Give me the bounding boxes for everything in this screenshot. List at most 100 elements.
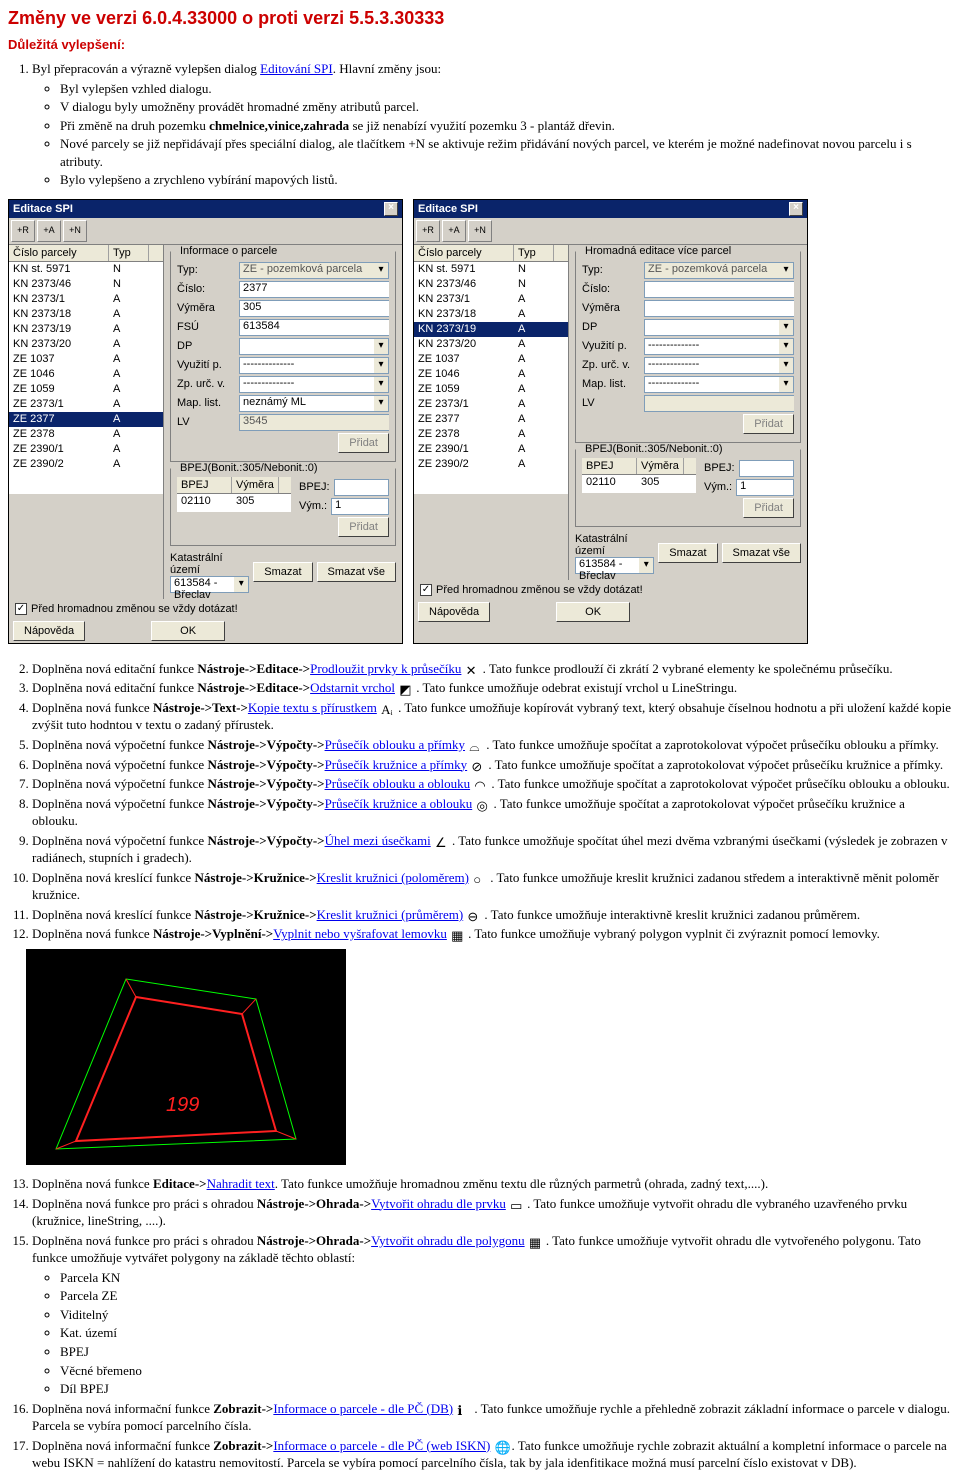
link-edit-spi[interactable]: Editování SPI bbox=[260, 61, 333, 76]
table-row[interactable]: ZE 1037A bbox=[414, 352, 568, 367]
table-row[interactable]: ZE 2390/2A bbox=[414, 457, 568, 472]
field-input[interactable] bbox=[644, 300, 794, 317]
field-input[interactable]: -------------- bbox=[644, 338, 779, 355]
napoveda-button[interactable]: Nápověda bbox=[13, 621, 85, 641]
chevron-down-icon[interactable]: ▾ bbox=[639, 557, 654, 574]
link[interactable]: Prodloužit prvky k průsečíku bbox=[310, 661, 461, 676]
field-input[interactable] bbox=[644, 319, 779, 336]
table-row[interactable]: KN st. 5971N bbox=[414, 262, 568, 277]
checkbox[interactable]: ✓ bbox=[15, 603, 27, 615]
toolbar-btn-r[interactable]: +R bbox=[416, 220, 440, 242]
chevron-down-icon[interactable]: ▾ bbox=[374, 262, 389, 279]
pridat-bpej-button[interactable]: Přidat bbox=[743, 498, 794, 518]
close-icon[interactable]: × bbox=[789, 202, 803, 216]
chevron-down-icon[interactable]: ▾ bbox=[779, 319, 794, 336]
chevron-down-icon[interactable]: ▾ bbox=[374, 376, 389, 393]
ok-button[interactable]: OK bbox=[151, 621, 225, 641]
link[interactable]: Kreslit kružnici (poloměrem) bbox=[317, 870, 469, 885]
napoveda-button[interactable]: Nápověda bbox=[418, 602, 490, 622]
bpej-input[interactable] bbox=[739, 460, 794, 477]
table-row[interactable]: ZE 2390/2A bbox=[9, 457, 163, 472]
table-row[interactable]: KN 2373/18A bbox=[414, 307, 568, 322]
field-input[interactable]: -------------- bbox=[644, 357, 779, 374]
toolbar-btn-n[interactable]: +N bbox=[63, 220, 87, 242]
ku-combo[interactable]: 613584 - Břeclav bbox=[170, 576, 234, 593]
smazat-vse-button[interactable]: Smazat vše bbox=[317, 562, 396, 582]
toolbar-btn-a[interactable]: +A bbox=[37, 220, 61, 242]
chevron-down-icon[interactable]: ▾ bbox=[779, 376, 794, 393]
pridat-button[interactable]: Přidat bbox=[743, 414, 794, 434]
chevron-down-icon[interactable]: ▾ bbox=[374, 357, 389, 374]
chevron-down-icon[interactable]: ▾ bbox=[234, 576, 249, 593]
link[interactable]: Vytvořit ohradu dle prvku bbox=[371, 1196, 506, 1211]
vym-input[interactable]: 1 bbox=[331, 498, 389, 515]
field-input[interactable] bbox=[239, 338, 374, 355]
table-row[interactable]: ZE 1037A bbox=[9, 352, 163, 367]
link[interactable]: Vytvořit ohradu dle polygonu bbox=[371, 1233, 524, 1248]
table-row[interactable]: ZE 2378A bbox=[414, 427, 568, 442]
table-row[interactable]: ZE 1059A bbox=[9, 382, 163, 397]
link[interactable]: Nahradit text bbox=[207, 1176, 275, 1191]
table-row[interactable]: KN 2373/20A bbox=[9, 337, 163, 352]
table-row[interactable]: KN 2373/19A bbox=[9, 322, 163, 337]
table-row[interactable]: ZE 1046A bbox=[9, 367, 163, 382]
parcel-list[interactable]: KN st. 5971NKN 2373/46NKN 2373/1AKN 2373… bbox=[414, 262, 568, 494]
table-row[interactable]: ZE 2378A bbox=[9, 427, 163, 442]
chevron-down-icon[interactable]: ▾ bbox=[779, 338, 794, 355]
toolbar-btn-n[interactable]: +N bbox=[468, 220, 492, 242]
link[interactable]: Průsečík kružnice a oblouku bbox=[325, 796, 473, 811]
field-input[interactable]: 613584 bbox=[239, 319, 389, 336]
field-input[interactable] bbox=[644, 281, 794, 298]
table-row[interactable]: ZE 2377A bbox=[414, 412, 568, 427]
chevron-down-icon[interactable]: ▾ bbox=[779, 357, 794, 374]
field-input[interactable]: 2377 bbox=[239, 281, 389, 298]
link[interactable]: Průsečík oblouku a oblouku bbox=[325, 776, 471, 791]
chevron-down-icon[interactable]: ▾ bbox=[374, 395, 389, 412]
parcel-list[interactable]: KN st. 5971NKN 2373/46NKN 2373/1AKN 2373… bbox=[9, 262, 163, 494]
table-row[interactable]: KN 2373/1A bbox=[9, 292, 163, 307]
close-icon[interactable]: × bbox=[384, 202, 398, 216]
bpej-input[interactable] bbox=[334, 479, 389, 496]
link[interactable]: Kopie textu s přírustkem bbox=[248, 700, 377, 715]
chevron-down-icon[interactable]: ▾ bbox=[779, 262, 794, 279]
toolbar-btn-r[interactable]: +R bbox=[11, 220, 35, 242]
link[interactable]: Průsečík kružnice a přímky bbox=[325, 757, 468, 772]
smazat-button[interactable]: Smazat bbox=[658, 543, 717, 563]
smazat-button[interactable]: Smazat bbox=[253, 562, 312, 582]
vym-input[interactable]: 1 bbox=[736, 479, 794, 496]
field-input[interactable]: 305 bbox=[239, 300, 389, 317]
toolbar-btn-a[interactable]: +A bbox=[442, 220, 466, 242]
link[interactable]: Průsečík oblouku a přímky bbox=[325, 737, 465, 752]
table-row[interactable]: KN 2373/19A bbox=[414, 322, 568, 337]
table-row[interactable]: ZE 2373/1A bbox=[9, 397, 163, 412]
table-row[interactable]: KN st. 5971N bbox=[9, 262, 163, 277]
table-row[interactable]: KN 2373/46N bbox=[414, 277, 568, 292]
smazat-vse-button[interactable]: Smazat vše bbox=[722, 543, 801, 563]
link[interactable]: Kreslit kružnici (průměrem) bbox=[317, 907, 464, 922]
link[interactable]: Informace o parcele - dle PČ (DB) bbox=[273, 1401, 453, 1416]
field-input[interactable]: ZE - pozemková parcela bbox=[239, 262, 374, 279]
link[interactable]: Informace o parcele - dle PČ (web ISKN) bbox=[273, 1438, 490, 1453]
pridat-bpej-button[interactable]: Přidat bbox=[338, 517, 389, 537]
link[interactable]: Odstarnit vrchol bbox=[310, 680, 395, 695]
field-input[interactable]: ZE - pozemková parcela bbox=[644, 262, 779, 279]
chevron-down-icon[interactable]: ▾ bbox=[374, 338, 389, 355]
link[interactable]: Úhel mezi úsečkami bbox=[325, 833, 431, 848]
table-row[interactable]: ZE 1059A bbox=[414, 382, 568, 397]
field-input[interactable]: -------------- bbox=[644, 376, 779, 393]
pridat-button[interactable]: Přidat bbox=[338, 433, 389, 453]
table-row[interactable]: KN 2373/1A bbox=[414, 292, 568, 307]
table-row[interactable]: KN 2373/20A bbox=[414, 337, 568, 352]
field-input[interactable]: -------------- bbox=[239, 357, 374, 374]
field-input[interactable]: neznámý ML bbox=[239, 395, 374, 412]
field-input[interactable]: 3545 bbox=[239, 414, 389, 431]
checkbox[interactable]: ✓ bbox=[420, 584, 432, 596]
field-input[interactable] bbox=[644, 395, 794, 412]
table-row[interactable]: ZE 2377A bbox=[9, 412, 163, 427]
field-input[interactable]: -------------- bbox=[239, 376, 374, 393]
table-row[interactable]: ZE 2390/1A bbox=[9, 442, 163, 457]
ku-combo[interactable]: 613584 - Břeclav bbox=[575, 557, 639, 574]
table-row[interactable]: KN 2373/18A bbox=[9, 307, 163, 322]
ok-button[interactable]: OK bbox=[556, 602, 630, 622]
table-row[interactable]: KN 2373/46N bbox=[9, 277, 163, 292]
